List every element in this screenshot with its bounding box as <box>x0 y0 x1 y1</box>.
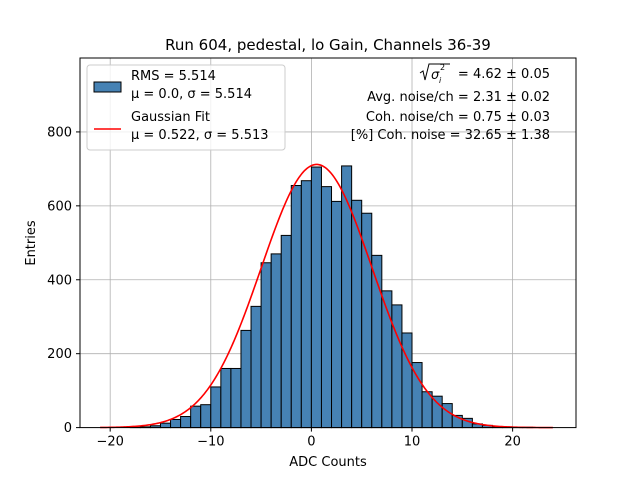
histogram-bar-24 <box>341 165 353 429</box>
legend-entry-rms-line1: RMS = 5.514 <box>131 69 216 84</box>
histogram-bar-32 <box>421 391 433 429</box>
y-tick-label: 400 <box>47 273 72 288</box>
histogram-bar-19 <box>290 185 302 429</box>
histogram-bar-14 <box>240 329 252 429</box>
sqrt-sigma-symbol: σ 2 i <box>419 63 450 85</box>
legend-histogram-patch <box>93 81 122 93</box>
histogram-bar-8 <box>180 416 192 429</box>
histogram-bar-15 <box>250 305 262 429</box>
gaussian-fit-curve <box>100 163 553 429</box>
histogram-bar-29 <box>391 304 403 429</box>
histogram-bar-33 <box>431 395 443 429</box>
y-axis-label: Entries <box>24 220 39 266</box>
histogram-bar-7 <box>170 418 182 429</box>
legend-entry-fit-line2: μ = 0.522, σ = 5.513 <box>131 128 269 143</box>
y-tick-label: 0 <box>64 421 72 436</box>
histogram-bar-10 <box>200 404 212 429</box>
histogram-bar-11 <box>210 386 222 429</box>
histogram-bar-18 <box>280 234 292 429</box>
x-tick-label: −10 <box>197 435 224 450</box>
annotation-total-noise: = 4.62 ± 0.05 <box>458 67 550 82</box>
sqrt-radical <box>419 63 450 81</box>
legend-entry-fit-line1: Gaussian Fit <box>131 110 210 125</box>
histogram-bar-34 <box>441 403 453 429</box>
annotation-coh-noise-percent: [%] Coh. noise = 32.65 ± 1.38 <box>351 128 550 143</box>
histogram-bar-6 <box>159 422 172 429</box>
legend-entry-rms-line2: μ = 0.0, σ = 5.514 <box>131 87 252 102</box>
x-tick-label: 0 <box>307 435 315 450</box>
plot-frame <box>79 57 577 429</box>
histogram-bars <box>129 165 534 429</box>
x-axis-ticks: −20 −10 0 10 20 <box>96 427 521 450</box>
x-tick-label: 20 <box>504 435 521 450</box>
annotation-avg-noise: Avg. noise/ch = 2.31 ± 0.02 <box>367 90 550 105</box>
histogram-bar-31 <box>411 362 423 429</box>
histogram-bar-26 <box>361 212 373 429</box>
y-tick-label: 600 <box>47 199 72 214</box>
histogram-bar-20 <box>300 180 312 429</box>
y-axis-ticks: 0 200 400 600 800 <box>47 125 80 436</box>
y-tick-label: 200 <box>47 347 72 362</box>
histogram-bar-23 <box>331 200 343 429</box>
chart-title: Run 604, pedestal, lo Gain, Channels 36-… <box>165 36 491 54</box>
y-tick-label: 800 <box>47 125 72 140</box>
histogram-bar-13 <box>230 367 242 429</box>
x-axis-label: ADC Counts <box>289 455 367 470</box>
histogram-bar-30 <box>401 332 413 429</box>
sigma-symbol: σ <box>431 68 440 83</box>
histogram-bar-12 <box>220 367 232 429</box>
histogram-bar-17 <box>270 253 282 429</box>
histogram-bar-9 <box>190 405 202 429</box>
noise-annotations: σ 2 i = 4.62 ± 0.05 Avg. noise/ch = 2.31… <box>351 63 550 143</box>
legend-frame <box>86 64 286 151</box>
sigma-subscript: i <box>439 76 442 85</box>
histogram-bar-21 <box>310 166 322 429</box>
annotation-coh-noise: Coh. noise/ch = 0.75 ± 0.03 <box>366 110 550 125</box>
histogram-bar-22 <box>320 186 333 429</box>
histogram-bar-16 <box>260 262 272 429</box>
legend: RMS = 5.514 μ = 0.0, σ = 5.514 Gaussian … <box>86 64 286 151</box>
x-tick-label: −20 <box>96 435 123 450</box>
x-tick-label: 10 <box>404 435 421 450</box>
sigma-superscript: 2 <box>440 63 445 72</box>
